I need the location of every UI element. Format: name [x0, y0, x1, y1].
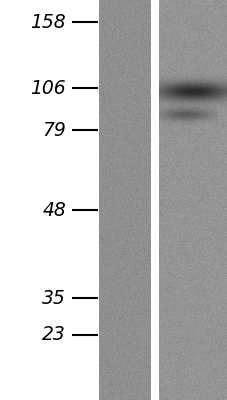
Bar [99, 0, 150, 400]
Bar [150, 0, 158, 400]
Text: 35: 35 [42, 288, 66, 308]
Text: 79: 79 [42, 120, 66, 140]
Text: 48: 48 [42, 200, 66, 220]
Text: 106: 106 [30, 78, 66, 98]
Bar [158, 0, 227, 400]
Text: 23: 23 [42, 326, 66, 344]
Text: 158: 158 [30, 12, 66, 32]
